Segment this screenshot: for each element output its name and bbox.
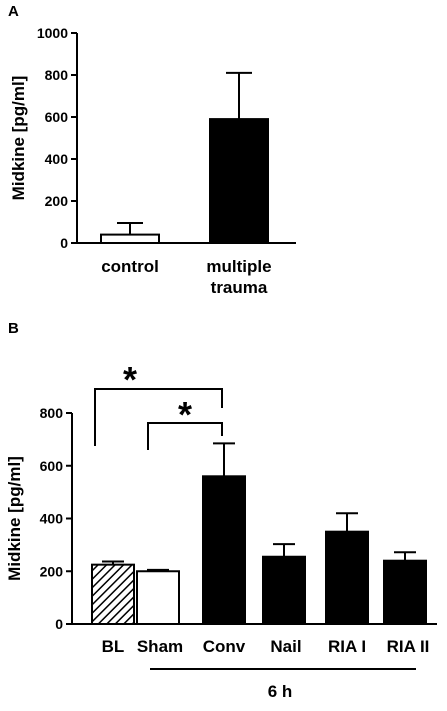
category-label: multiple bbox=[206, 257, 271, 276]
y-tick-label: 400 bbox=[45, 151, 69, 167]
bar-nail bbox=[262, 555, 306, 626]
bar-conv bbox=[202, 475, 246, 625]
category-label: trauma bbox=[211, 278, 268, 297]
category-label: RIA I bbox=[328, 637, 366, 656]
significance-bracket bbox=[94, 388, 223, 446]
panel-letter: B bbox=[8, 320, 19, 337]
significance-bracket bbox=[147, 422, 223, 450]
y-tick-label: 800 bbox=[45, 67, 69, 83]
y-tick-label: 200 bbox=[40, 563, 64, 579]
category-label: BL bbox=[102, 637, 125, 656]
significance-star: * bbox=[178, 394, 192, 435]
bar-ria-ii bbox=[383, 559, 427, 626]
panel-letter: A bbox=[8, 3, 19, 20]
y-tick-label: 200 bbox=[45, 193, 69, 209]
y-tick-label: 600 bbox=[40, 458, 64, 474]
y-tick-label: 800 bbox=[40, 405, 64, 421]
category-label: Sham bbox=[137, 637, 183, 656]
panel-a: A 0 200 400 600 800 1000 Midkine [pg/ml] control… bbox=[8, 3, 296, 297]
bar-control bbox=[100, 233, 160, 245]
bar-bl bbox=[91, 563, 135, 625]
y-tick-label: 1000 bbox=[37, 25, 68, 41]
y-tick-label: 400 bbox=[40, 511, 64, 527]
significance-star: * bbox=[123, 359, 137, 400]
group-label: 6 h bbox=[268, 682, 293, 701]
y-tick-label: 0 bbox=[60, 235, 68, 251]
category-label: RIA II bbox=[387, 637, 430, 656]
category-label: control bbox=[101, 257, 159, 276]
bar-ria-i bbox=[325, 530, 369, 625]
category-label: Conv bbox=[203, 637, 246, 656]
category-label: Nail bbox=[270, 637, 301, 656]
y-tick-label: 600 bbox=[45, 109, 69, 125]
bar-multiple-trauma bbox=[209, 118, 269, 244]
y-axis-label: Midkine [pg/ml] bbox=[9, 76, 28, 201]
bar-sham bbox=[136, 570, 180, 625]
panel-b: B 0 200 400 600 800 Midkine [pg/ml] BL Sham Conv N… bbox=[5, 320, 437, 701]
y-tick-label: 0 bbox=[55, 616, 63, 632]
y-axis-label: Midkine [pg/ml] bbox=[5, 456, 24, 581]
